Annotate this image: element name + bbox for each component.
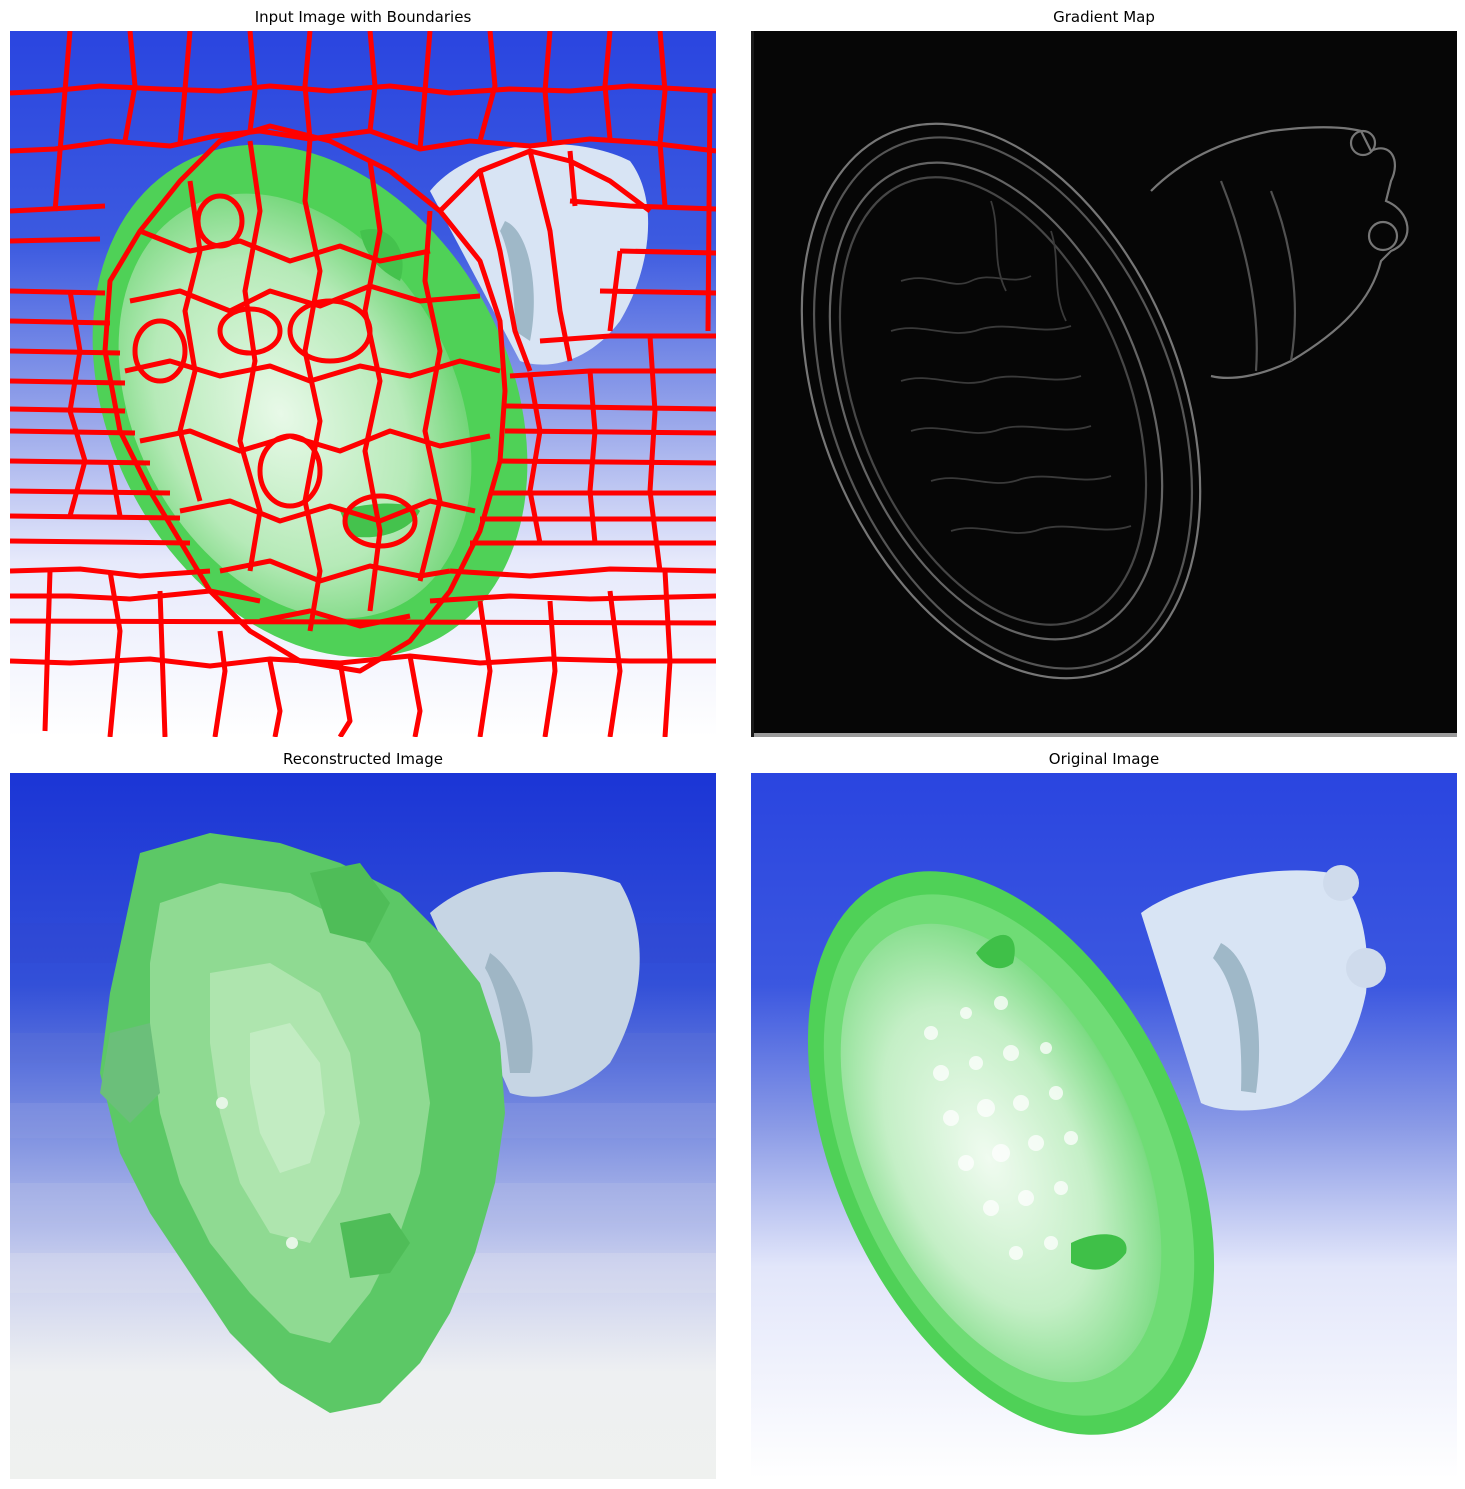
panel-title-original: Original Image	[1048, 750, 1160, 768]
boundaries-image	[10, 31, 716, 737]
panel-title-boundaries: Input Image with Boundaries	[254, 8, 472, 26]
original-image	[751, 773, 1457, 1479]
panel-title-reconstructed: Reconstructed Image	[283, 750, 443, 768]
reconstructed-image-panel	[10, 773, 716, 1479]
reconstructed-image	[10, 773, 716, 1479]
panel-title-gradient: Gradient Map	[1053, 8, 1155, 26]
gradient-map	[751, 31, 1457, 737]
boundaries-image-panel	[10, 31, 716, 737]
original-image-panel	[751, 773, 1457, 1479]
gradient-map-panel	[751, 31, 1457, 737]
